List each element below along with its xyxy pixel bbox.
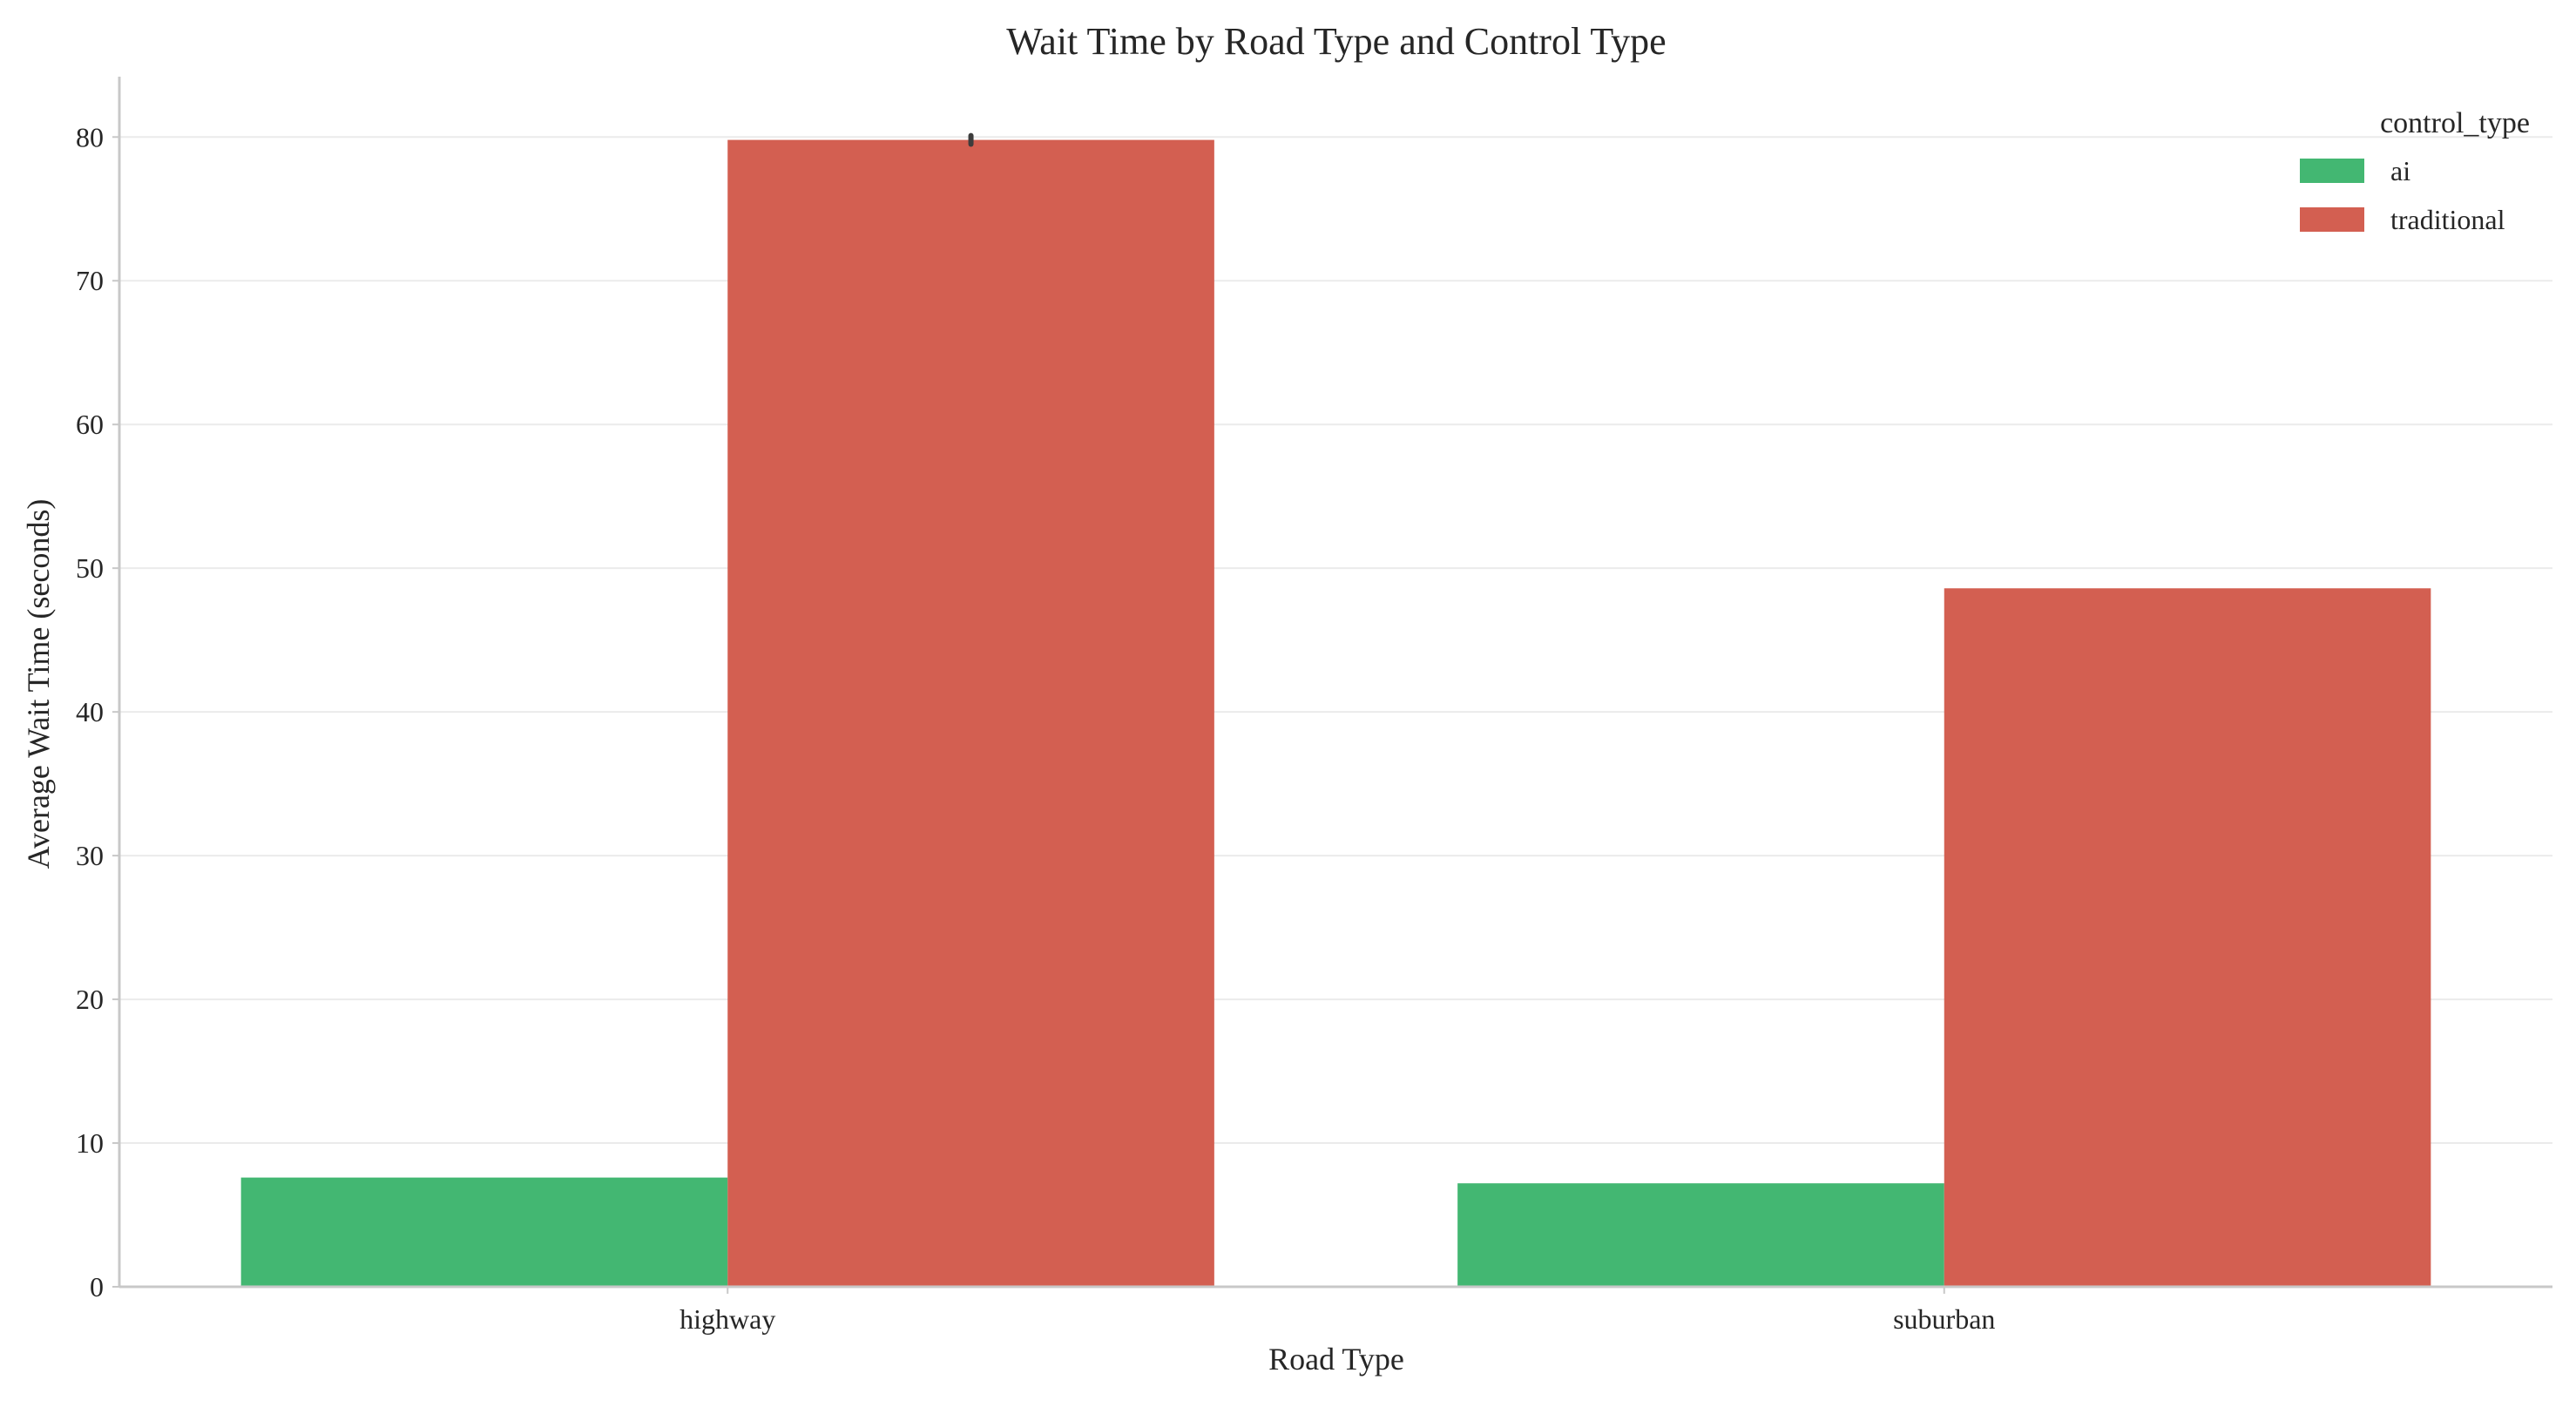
legend: control_type ai traditional [2300,107,2530,235]
y-tick-label: 80 [76,121,104,152]
bars [240,139,2431,1287]
bar-ai-suburban [1457,1183,1944,1287]
y-axis-label: Average Wait Time (seconds) [21,499,56,869]
bar-ai-highway [240,1177,728,1287]
legend-label-ai: ai [2390,155,2410,186]
legend-title: control_type [2380,107,2530,139]
x-tick-labels: highway suburban [679,1287,1995,1335]
y-tick-labels: 0 10 20 30 40 50 60 70 80 [76,121,119,1302]
axes [118,77,2552,1289]
x-tick-label: suburban [1893,1303,1995,1335]
legend-swatch-ai [2300,159,2364,183]
y-tick-label: 0 [90,1271,104,1302]
legend-items: ai traditional [2300,155,2505,235]
y-tick-label: 10 [76,1127,104,1159]
y-tick-label: 50 [76,552,104,584]
legend-swatch-traditional [2300,207,2364,232]
legend-label-traditional: traditional [2390,204,2505,235]
y-tick-label: 30 [76,840,104,871]
y-tick-label: 60 [76,409,104,440]
bar-traditional-suburban [1944,588,2431,1287]
y-tick-label: 20 [76,984,104,1015]
x-axis-label: Road Type [1268,1342,1404,1377]
y-tick-label: 40 [76,696,104,727]
y-tick-label: 70 [76,265,104,296]
chart-title: Wait Time by Road Type and Control Type [1006,20,1666,63]
bar-traditional-highway [727,139,1214,1287]
gridlines [119,136,2552,1145]
x-tick-label: highway [679,1303,775,1335]
